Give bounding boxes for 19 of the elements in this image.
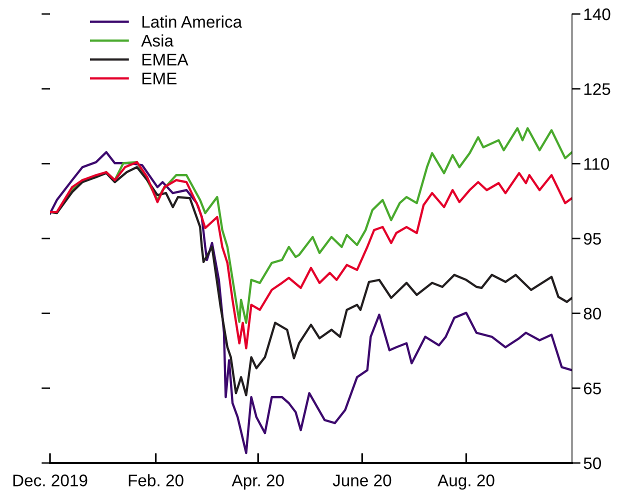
x-tick-label: Apr. 20 — [232, 474, 284, 490]
legend-label: Asia — [141, 34, 174, 47]
legend-label: EME — [142, 72, 176, 84]
y2-tick-label: 140 — [584, 8, 610, 20]
x-tick-label: Dec. 2019 — [13, 474, 88, 486]
x-tick-label: Feb. 20 — [128, 474, 184, 486]
line-series — [50, 166, 572, 396]
x-tick-label: June 20 — [332, 474, 392, 486]
y2-tick-label: 110 — [584, 158, 610, 170]
y2-tick-label: 95 — [584, 232, 601, 245]
y2-tick-label: 80 — [584, 308, 601, 320]
legend-label: EMEA — [142, 54, 188, 66]
line-series — [50, 161, 572, 350]
y2-tick-label: 125 — [584, 83, 610, 96]
legend-label: Latin America — [142, 16, 242, 28]
y2-tick-label: 65 — [584, 382, 601, 394]
y2-tick-label: 50 — [584, 457, 601, 470]
x-tick-label: Aug. 20 — [438, 474, 494, 490]
line-series — [50, 151, 572, 454]
